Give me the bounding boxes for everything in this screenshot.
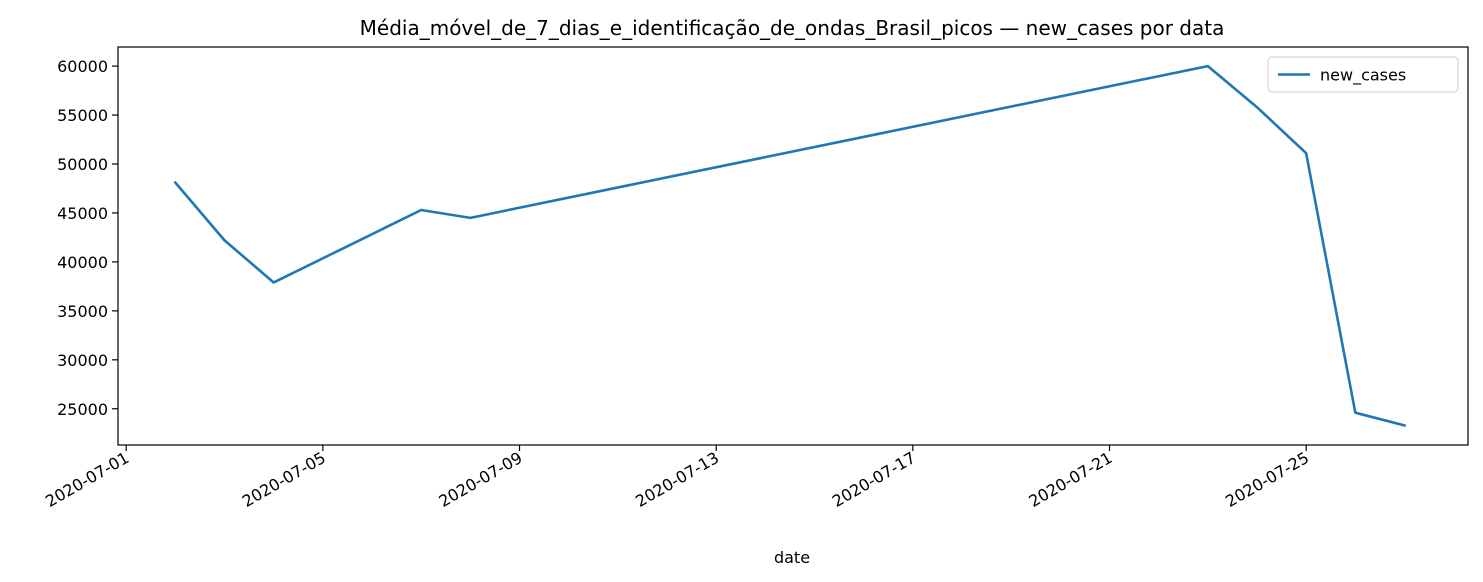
plot-area	[117, 46, 1469, 446]
x-tick-label: 2020-07-25	[1222, 448, 1312, 511]
y-tick-label: 50000	[57, 155, 108, 174]
y-tick-label: 40000	[57, 253, 108, 272]
legend-label: new_cases	[1320, 66, 1406, 86]
x-tick-label: 2020-07-01	[42, 448, 132, 511]
y-tick-label: 60000	[57, 57, 108, 76]
x-axis-label: date	[774, 548, 810, 567]
y-axis: 25000 30000 35000 40000 45000 50000 55000 60000	[57, 57, 118, 419]
x-tick-label: 2020-07-21	[1025, 448, 1115, 511]
series-line-new_cases	[173, 64, 1407, 428]
chart-title: Média_móvel_de_7_dias_e_identificação_de…	[360, 16, 1225, 40]
x-tick-label: 2020-07-17	[829, 448, 919, 511]
legend: new_cases	[1267, 56, 1459, 93]
x-axis: 2020-07-01 2020-07-05 2020-07-09 2020-07-13…	[42, 445, 1312, 511]
legend-box	[1267, 56, 1459, 93]
y-tick-label: 25000	[57, 400, 108, 419]
x-tick-label: 2020-07-05	[239, 448, 329, 511]
y-tick-label: 55000	[57, 106, 108, 125]
x-tick-label: 2020-07-13	[632, 448, 722, 511]
axes-frame	[117, 46, 1469, 446]
y-tick-label: 30000	[57, 351, 108, 370]
x-tick-label: 2020-07-09	[435, 448, 525, 511]
y-tick-label: 45000	[57, 204, 108, 223]
y-tick-label: 35000	[57, 302, 108, 321]
